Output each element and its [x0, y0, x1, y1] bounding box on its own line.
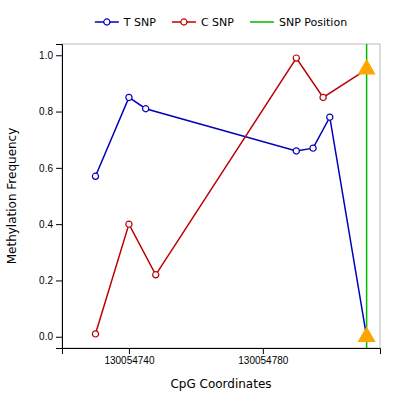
point [293, 148, 299, 154]
plot-frame [62, 44, 380, 348]
series [92, 94, 369, 339]
y-tick-mark [56, 337, 62, 338]
y-tick: 0.4 [39, 219, 62, 230]
x-tick-mark [263, 348, 264, 354]
y-tick: 0.8 [39, 106, 62, 117]
line [95, 58, 366, 334]
point [126, 221, 132, 227]
legend-symbol [250, 21, 274, 23]
y-tick-label: 0.4 [39, 219, 53, 230]
legend-item: C SNP [172, 16, 234, 29]
chart: 130054740 130054780 0.0 0.2 0.4 0.6 0.8 1.0 CpG … [0, 0, 400, 400]
y-tick-label: 0.6 [39, 163, 53, 174]
y-axis-title: Methylation Frequency [5, 128, 19, 265]
y-tick-label: 0.2 [39, 275, 53, 286]
y-axis: 0.0 0.2 0.4 0.6 0.8 1.0 [39, 45, 62, 349]
point [327, 114, 333, 120]
series [92, 55, 369, 337]
legend: T SNP C SNP SNP Position [95, 16, 347, 29]
y-tick-mark [56, 168, 62, 169]
x-tick-label: 130054740 [104, 355, 154, 366]
plot: 130054740 130054780 0.0 0.2 0.4 0.6 0.8 1.0 [39, 44, 380, 366]
x-tick-label: 130054780 [238, 355, 288, 366]
series [359, 60, 375, 341]
x-axis-title: CpG Coordinates [170, 377, 271, 391]
point [310, 145, 316, 151]
point [126, 94, 132, 100]
legend-label: SNP Position [279, 16, 347, 29]
point [320, 94, 326, 100]
data-area [92, 44, 374, 348]
y-tick-label: 0.8 [39, 106, 53, 117]
y-tick: 0.0 [39, 331, 62, 342]
series [366, 44, 367, 348]
point [143, 106, 149, 112]
point [153, 272, 159, 278]
y-tick-mark [56, 280, 62, 281]
line [95, 97, 366, 336]
legend-label: T SNP [123, 16, 156, 29]
x-axis: 130054740 130054780 [63, 348, 381, 366]
vertical-line [366, 44, 368, 348]
y-tick-label: 1.0 [39, 50, 53, 61]
point [92, 173, 98, 179]
y-tick: 0.6 [39, 163, 62, 174]
triangle-marker [359, 60, 375, 74]
y-tick-label: 0.0 [39, 331, 53, 342]
x-tick: 130054740 [104, 348, 154, 366]
legend-item: SNP Position [250, 16, 347, 29]
x-tick-mark [129, 348, 130, 354]
point [92, 331, 98, 337]
y-tick-mark [56, 55, 62, 56]
triangle-marker [359, 328, 375, 342]
y-tick: 1.0 [39, 50, 62, 61]
legend-label: C SNP [201, 16, 234, 29]
y-axis-line [56, 45, 63, 349]
y-tick-mark [56, 112, 62, 113]
legend-item: T SNP [95, 16, 156, 29]
y-tick-mark [56, 224, 62, 225]
legend-marker [104, 19, 110, 25]
y-tick: 0.2 [39, 275, 62, 286]
point [293, 55, 299, 61]
x-axis-line [63, 349, 381, 355]
legend-marker [181, 19, 187, 25]
x-tick: 130054780 [238, 348, 288, 366]
